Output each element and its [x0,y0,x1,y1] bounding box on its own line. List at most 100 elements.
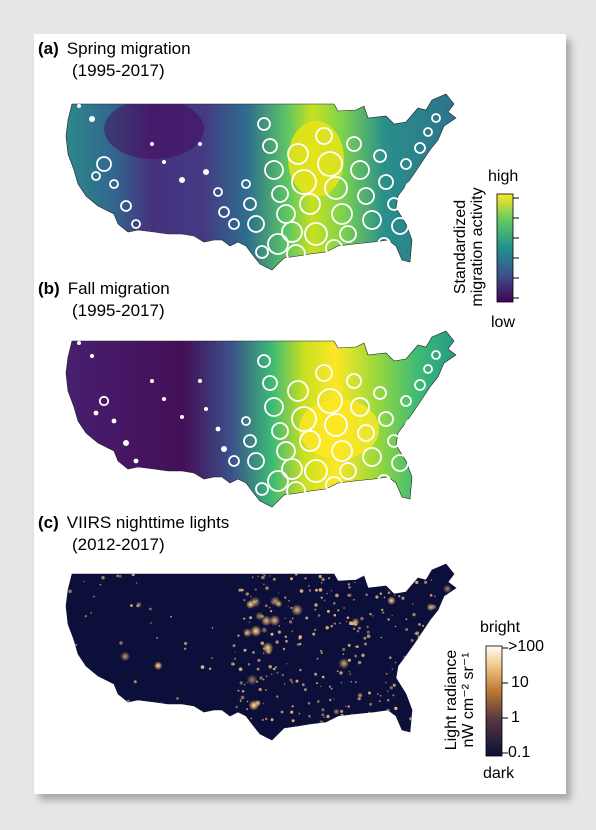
city-light [450,601,453,604]
city-light [364,642,367,646]
panel-b-period: (1995-2017) [72,301,165,320]
radar-site-circle [267,470,289,492]
radar-site-circle [331,440,353,462]
city-light [405,686,408,688]
city-light [348,586,351,589]
radar-site-circle [150,142,154,146]
city-light [258,687,262,692]
city-light [329,698,332,702]
city-light [408,664,412,668]
city-light [248,621,251,623]
city-light [320,685,322,688]
city-light [378,700,381,703]
city-light [342,647,346,651]
radar-site-circle [350,397,370,417]
city-light [275,640,279,644]
city-light [261,575,265,580]
city-light [385,672,388,675]
radar-site-circle [271,422,289,440]
legend-dark-label: dark [483,765,515,782]
radar-site-circle [179,177,185,183]
light-legend-title: Light radiance nW cm⁻² sr⁻¹ [443,649,477,751]
city-light [349,621,353,625]
city-light [348,671,351,673]
city-light [116,574,119,578]
city-light [326,593,328,595]
city-light [347,644,351,647]
radar-site-circle [287,380,309,402]
city-light [369,612,372,616]
city-light [291,681,294,684]
figure-card: (a) Spring migration (1995-2017) (b) Fall … [34,34,566,794]
city-light [412,612,416,617]
city-light [391,573,393,575]
city-light [427,645,431,648]
radar-site-circle [93,410,99,416]
radar-site-circle [96,156,112,172]
radar-site-circle [77,104,81,108]
city-light [427,654,430,656]
city-light [345,705,347,707]
radar-site-circle [339,225,357,243]
radar-site-circle [243,434,257,448]
city-light [291,728,294,730]
city-light [391,715,395,718]
city-light [347,658,351,662]
radar-site-circle [431,113,441,123]
city-light [383,580,387,584]
city-light [391,668,394,670]
city-light [366,625,369,628]
city-light [450,579,454,582]
city-light [278,625,281,627]
radar-site-circle [262,138,278,154]
city-light [285,663,288,665]
city-light [284,596,287,599]
city-light [250,595,252,598]
city-light [290,606,293,609]
city-light [303,688,307,692]
city-light [417,688,419,691]
city-light [231,662,235,666]
city-light [240,588,244,592]
radar-site-circle [350,160,370,180]
city-light [211,657,213,659]
city-light [184,647,187,650]
city-light [257,658,261,662]
maps-canvas [65,93,519,757]
city-light [265,675,268,678]
city-light [378,736,381,739]
radar-site-circle [264,160,284,180]
city-light [413,666,423,675]
city-light [284,635,287,638]
city-light [68,589,72,594]
city-light [326,609,330,613]
radar-site-circle [286,481,306,501]
city-light [409,717,413,721]
city-light [390,750,392,752]
city-light [333,698,335,700]
city-light [336,670,339,673]
city-light [350,680,353,683]
city-light [431,745,434,748]
city-light [366,634,371,638]
city-light [394,625,397,628]
city-light [135,601,142,608]
city-light [245,592,249,596]
city-light [392,683,396,687]
city-light [291,719,295,723]
city-light [321,708,325,712]
city-light [339,671,343,675]
city-light [415,687,417,689]
city-light [290,577,293,581]
city-light [338,658,350,669]
city-light [330,590,332,592]
city-light [240,695,245,700]
radar-site-circle [304,459,328,483]
city-light [354,623,358,626]
city-light [250,733,252,735]
city-light [301,683,305,687]
city-light [314,628,317,631]
city-light [308,714,311,718]
city-light [250,625,262,637]
city-light [330,687,333,690]
